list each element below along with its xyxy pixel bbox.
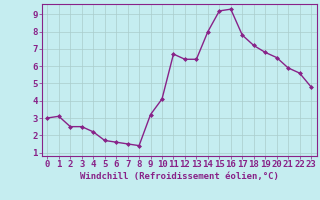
- X-axis label: Windchill (Refroidissement éolien,°C): Windchill (Refroidissement éolien,°C): [80, 172, 279, 181]
